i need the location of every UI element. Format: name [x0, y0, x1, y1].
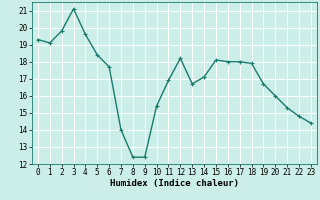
- X-axis label: Humidex (Indice chaleur): Humidex (Indice chaleur): [110, 179, 239, 188]
